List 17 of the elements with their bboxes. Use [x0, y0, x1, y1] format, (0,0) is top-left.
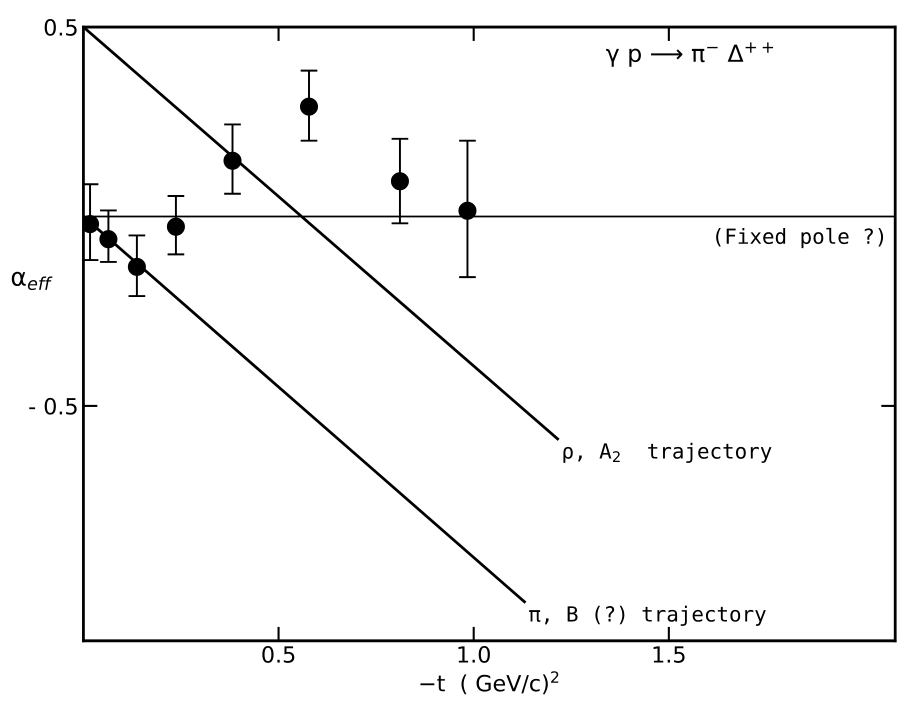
point [223, 152, 242, 170]
text: ρ, A$_{2}$ trajectory [563, 442, 772, 463]
x-tick-label: 0.5 [262, 646, 294, 663]
point [300, 98, 318, 116]
x-axis-title: −t ( GeV/c)$^{2}$ [420, 671, 558, 694]
point [458, 202, 476, 220]
point [390, 172, 409, 190]
annotation: γ p ⟶ π$^{−}$ Δ$^{++}$ [606, 42, 774, 67]
x-tick-label: 1.0 [458, 646, 490, 663]
point [128, 258, 146, 276]
x-tick-label: 1.5 [654, 646, 685, 663]
series-label: π, B (?) trajectory [529, 606, 766, 626]
point [166, 218, 185, 236]
y-tick-label: - 0.5 [29, 398, 77, 415]
y-axis-title: α$_{eff}$ [12, 272, 52, 290]
point [99, 230, 118, 248]
ref-line-label: (Fixed pole ?) [716, 228, 884, 248]
